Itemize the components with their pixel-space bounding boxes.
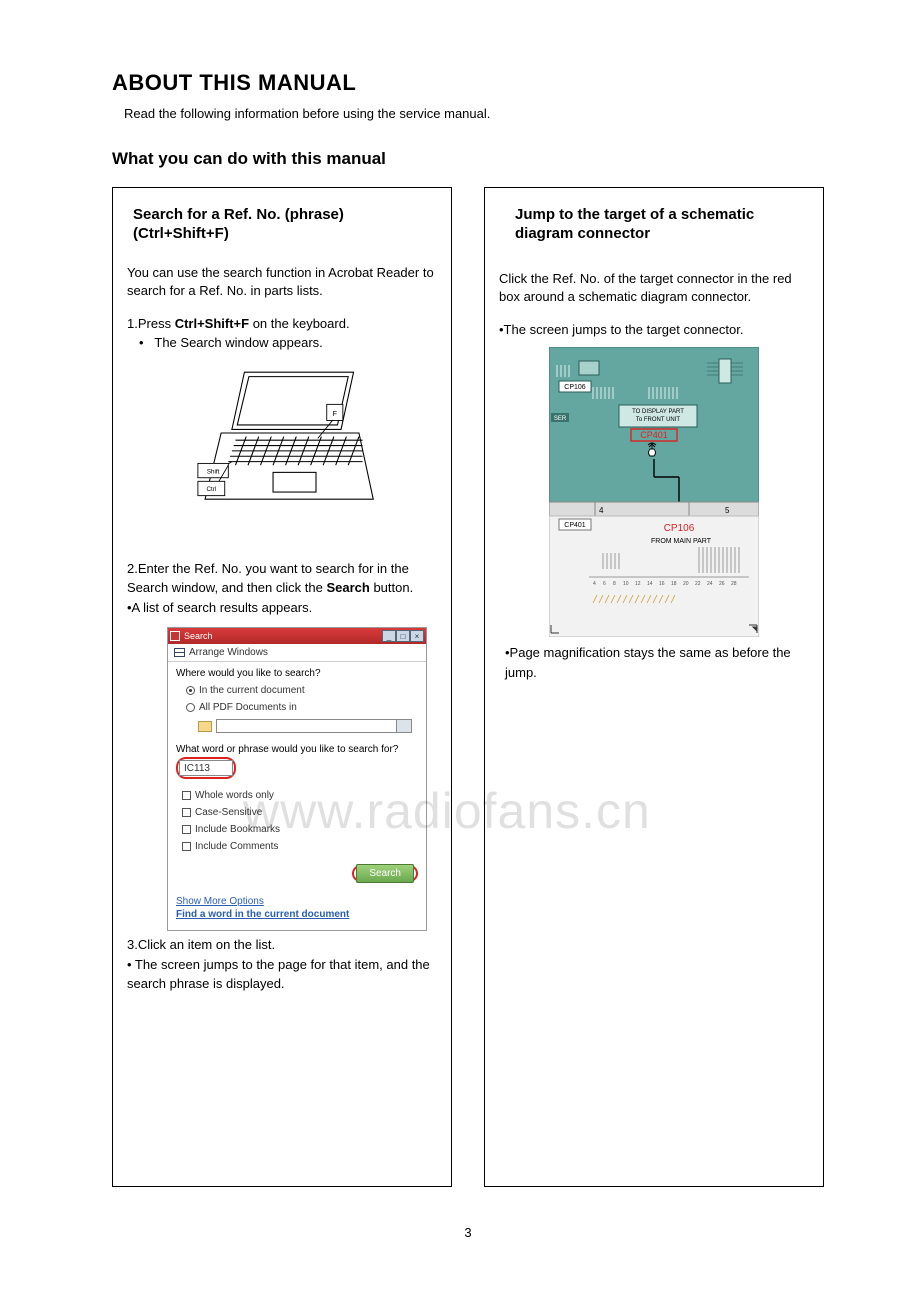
cp106-label: CP106 — [564, 384, 586, 391]
left-heading-l2: (Ctrl+Shift+F) — [133, 225, 229, 242]
arrange-windows-label[interactable]: Arrange Windows — [189, 647, 268, 658]
svg-text:22: 22 — [695, 581, 701, 587]
svg-text:18: 18 — [671, 581, 677, 587]
svg-text:26: 26 — [719, 581, 725, 587]
check-include-comments-label: Include Comments — [195, 841, 278, 852]
arrange-windows-icon — [174, 648, 185, 657]
check-include-bookmarks-label: Include Bookmarks — [195, 824, 280, 835]
laptop-figure: F Shift Ctrl — [182, 365, 382, 535]
step1-prefix: 1.Press — [127, 316, 175, 331]
search-button[interactable]: Search — [356, 864, 414, 883]
step2-b: button. — [370, 580, 413, 595]
radio-current-doc[interactable] — [186, 686, 195, 695]
left-panel-heading: Search for a Ref. No. (phrase) (Ctrl+Shi… — [127, 206, 437, 244]
svg-text:16: 16 — [659, 581, 665, 587]
adobe-icon — [170, 631, 180, 641]
minimize-icon[interactable]: _ — [382, 630, 396, 642]
check-whole-words[interactable] — [182, 791, 191, 800]
right-heading-l2: diagram connector — [515, 225, 650, 242]
find-word-link[interactable]: Find a word in the current document — [176, 909, 418, 920]
radio-all-pdf-label: All PDF Documents in — [199, 702, 297, 713]
step2-bullet: •A list of search results appears. — [127, 598, 437, 618]
right-panel: Jump to the target of a schematic diagra… — [484, 187, 824, 1187]
where-search-label: Where would you like to search? — [176, 668, 418, 679]
svg-text:10: 10 — [623, 581, 629, 587]
cp401-label: CP401 — [564, 522, 586, 529]
svg-text:6: 6 — [603, 581, 606, 587]
step-2: 2.Enter the Ref. No. you want to search … — [127, 559, 437, 598]
key-shift-label: Shift — [207, 468, 220, 475]
right-panel-heading: Jump to the target of a schematic diagra… — [499, 206, 809, 244]
key-f-label: F — [333, 410, 338, 418]
svg-text:4: 4 — [593, 581, 596, 587]
red-ref-top[interactable]: CP401 — [640, 430, 668, 440]
phrase-label: What word or phrase would you like to se… — [176, 744, 418, 755]
key-ctrl-label: Ctrl — [206, 486, 216, 493]
step3-bullet: • The screen jumps to the page for that … — [127, 955, 437, 994]
folder-dropdown[interactable] — [216, 719, 412, 733]
right-para-1: Click the Ref. No. of the target connect… — [499, 270, 809, 306]
right-para-bullet: •The screen jumps to the target connecto… — [499, 320, 809, 340]
folder-icon — [198, 721, 212, 732]
search-window: Search _ □ × Arrange Windows Where would… — [167, 627, 427, 931]
search-window-title: Search — [184, 631, 213, 641]
svg-text:28: 28 — [731, 581, 737, 587]
search-phrase-input[interactable]: IC113 — [179, 760, 233, 776]
red-ref-bottom: CP106 — [664, 523, 695, 534]
step2-bold: Search — [326, 580, 369, 595]
check-include-comments[interactable] — [182, 842, 191, 851]
page-title: ABOUT THIS MANUAL — [112, 70, 824, 96]
scale-4: 4 — [599, 506, 604, 515]
step-3: 3.Click an item on the list. — [127, 935, 437, 955]
left-para-1: You can use the search function in Acrob… — [127, 264, 437, 300]
svg-text:12: 12 — [635, 581, 641, 587]
schematic-figure: CP106 TO DISPLAY PART To FRONT UNIT SER … — [549, 347, 759, 637]
search-window-titlebar: Search _ □ × — [168, 628, 426, 644]
maximize-icon[interactable]: □ — [396, 630, 410, 642]
scale-5: 5 — [725, 506, 730, 515]
step-1: 1.Press Ctrl+Shift+F on the keyboard. — [127, 314, 437, 334]
intro-text: Read the following information before us… — [112, 106, 824, 121]
radio-all-pdf[interactable] — [186, 703, 195, 712]
left-panel: Search for a Ref. No. (phrase) (Ctrl+Shi… — [112, 187, 452, 1187]
step1-suffix: on the keyboard. — [249, 316, 349, 331]
check-case-sensitive[interactable] — [182, 808, 191, 817]
to-display-l1: TO DISPLAY PART — [632, 409, 684, 415]
svg-text:14: 14 — [647, 581, 653, 587]
step1-bold: Ctrl+Shift+F — [175, 316, 249, 331]
ser-label: SER — [554, 416, 567, 422]
page-number: 3 — [112, 1225, 824, 1240]
check-include-bookmarks[interactable] — [182, 825, 191, 834]
from-main-label: FROM MAIN PART — [651, 538, 712, 545]
svg-text:8: 8 — [613, 581, 616, 587]
show-more-options-link[interactable]: Show More Options — [176, 896, 264, 907]
left-heading-l1: Search for a Ref. No. (phrase) — [133, 206, 344, 223]
step1-bullet-line: • The Search window appears. — [127, 333, 437, 353]
to-display-l2: To FRONT UNIT — [636, 417, 681, 423]
svg-text:24: 24 — [707, 581, 713, 587]
check-whole-words-label: Whole words only — [195, 790, 274, 801]
step1-bullet: The Search window appears. — [154, 335, 322, 350]
right-note: •Page magnification stays the same as be… — [499, 643, 809, 682]
radio-current-doc-label: In the current document — [199, 685, 305, 696]
svg-text:20: 20 — [683, 581, 689, 587]
right-heading-l1: Jump to the target of a schematic — [515, 206, 754, 223]
section-subheading: What you can do with this manual — [112, 149, 824, 169]
close-icon[interactable]: × — [410, 630, 424, 642]
check-case-sensitive-label: Case-Sensitive — [195, 807, 262, 818]
